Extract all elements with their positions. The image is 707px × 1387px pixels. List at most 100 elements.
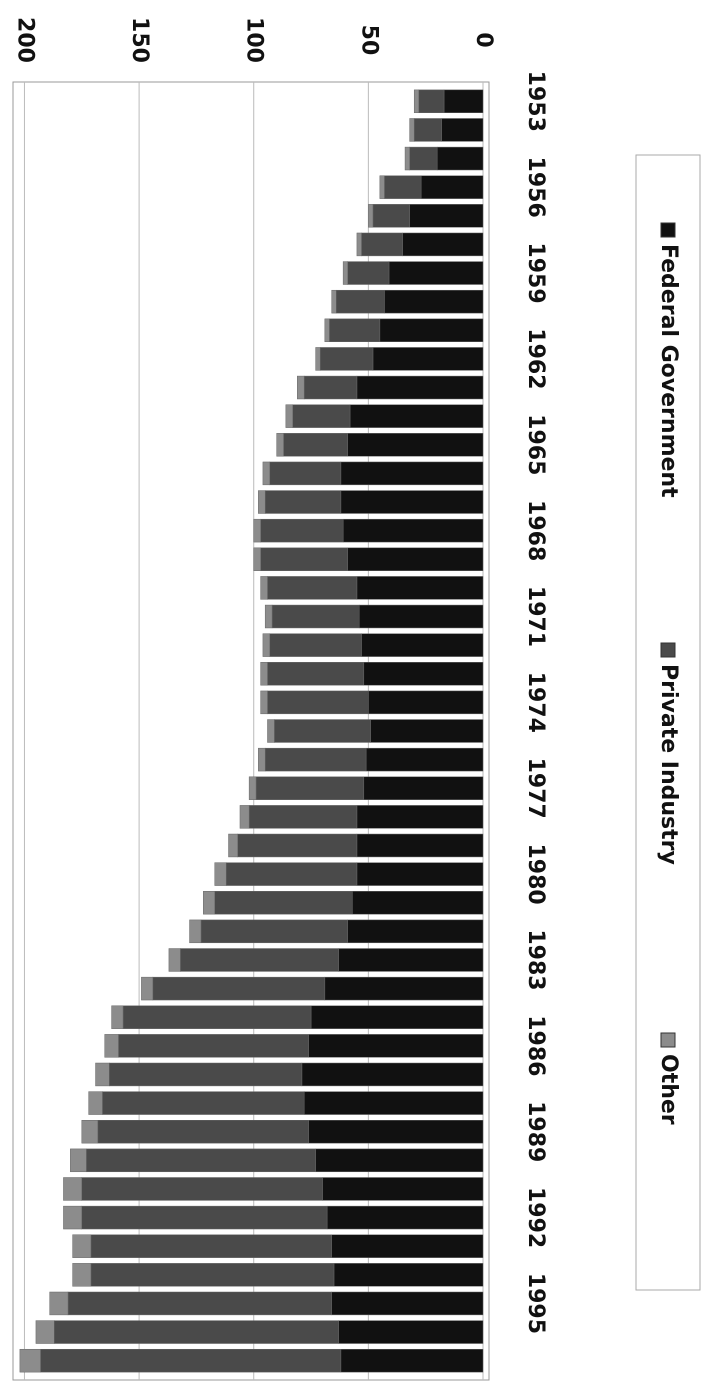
bar-segment — [81, 1205, 328, 1230]
bar-segment — [409, 204, 484, 228]
bar-segment — [342, 518, 484, 543]
bar-segment — [239, 805, 250, 829]
bar-segment — [441, 118, 484, 142]
bar-segment — [331, 1291, 484, 1316]
bar-segment — [303, 1091, 484, 1115]
bar-segment — [319, 347, 374, 371]
bar-segment — [326, 1205, 484, 1230]
bar-segment — [413, 89, 420, 114]
bar-segment — [331, 289, 337, 314]
bar-segment — [90, 1263, 335, 1287]
bar-segment — [420, 175, 484, 199]
bar-segment — [276, 433, 284, 457]
bar-segment — [443, 89, 484, 114]
bar-segment — [264, 747, 367, 772]
bar-segment — [214, 862, 227, 886]
bar-segment — [274, 719, 371, 743]
bar-segment — [180, 948, 339, 972]
bar-segment — [271, 604, 360, 629]
bar-segment — [340, 1348, 484, 1373]
bar-segment — [152, 976, 326, 1001]
bar-segment — [63, 1205, 83, 1230]
legend-box — [635, 154, 701, 1291]
bar-segment — [258, 490, 266, 514]
bar-segment — [81, 1177, 323, 1201]
bar-segment — [356, 862, 484, 886]
bar-segment — [356, 805, 484, 829]
x-tick-label: 1977 — [523, 758, 548, 819]
bar-segment — [260, 690, 268, 715]
bar-segment — [260, 518, 344, 543]
bar-segment — [262, 633, 271, 657]
bar-segment — [324, 976, 484, 1001]
bar-segment — [264, 604, 273, 629]
bar-segment — [269, 461, 342, 486]
bar-segment — [409, 118, 415, 142]
bar-segment — [70, 1148, 87, 1173]
bar-segment — [141, 976, 154, 1001]
bar-segment — [402, 232, 484, 257]
bar-segment — [118, 1034, 310, 1058]
legend-swatch — [660, 1032, 676, 1048]
bar-segment — [203, 891, 216, 915]
bar-segment — [264, 490, 342, 514]
bar-segment — [40, 1348, 342, 1373]
bar-segment — [404, 146, 410, 171]
bar-segment — [228, 833, 238, 858]
bar-segment — [347, 547, 484, 571]
bar-segment — [356, 375, 484, 400]
bar-segment — [352, 891, 484, 915]
bar-segment — [267, 719, 275, 743]
bar-segment — [356, 576, 484, 600]
bar-segment — [253, 547, 261, 571]
bar-segment — [109, 1062, 303, 1087]
bar-segment — [368, 690, 484, 715]
bar-segment — [370, 719, 484, 743]
bar-segment — [72, 1234, 92, 1258]
x-tick-label: 1962 — [523, 328, 548, 389]
legend-swatch — [660, 642, 676, 658]
bar-segment — [363, 662, 484, 686]
bar-segment — [86, 1148, 316, 1173]
y-tick-label: 0 — [471, 32, 496, 47]
y-tick-label: 100 — [242, 17, 267, 63]
bar-segment — [102, 1091, 305, 1115]
bar-segment — [269, 633, 362, 657]
legend-label: Private Industry — [656, 664, 681, 865]
bar-segment — [214, 891, 353, 915]
bar-segment — [248, 805, 358, 829]
bar-segment — [260, 576, 268, 600]
bar-segment — [361, 232, 404, 257]
plot-frame — [12, 81, 490, 1381]
x-tick-label: 1980 — [523, 843, 548, 904]
bar-segment — [260, 662, 268, 686]
y-tick-label: 200 — [12, 17, 37, 63]
bar-segment — [368, 204, 374, 228]
y-tick-label: 150 — [127, 17, 152, 63]
bar-segment — [297, 375, 305, 400]
bar-segment — [388, 261, 484, 285]
legend-label: Federal Government — [656, 244, 681, 498]
bar-segment — [301, 1062, 484, 1087]
bar-segment — [49, 1291, 69, 1316]
bar-segment — [331, 1234, 484, 1258]
bar-segment — [267, 576, 358, 600]
bar-segment — [95, 1062, 110, 1087]
bar-segment — [72, 1263, 92, 1287]
bar-segment — [308, 1120, 484, 1144]
bar-segment — [310, 1005, 484, 1029]
bar-segment — [237, 833, 358, 858]
bar-segment — [349, 404, 484, 428]
bar-segment — [63, 1177, 83, 1201]
bar-segment — [54, 1320, 339, 1344]
x-tick-label: 1986 — [523, 1015, 548, 1076]
bar-segment — [358, 604, 484, 629]
bar-segment — [260, 547, 348, 571]
bar-segment — [356, 232, 362, 257]
x-tick-label: 1953 — [523, 71, 548, 132]
bar-segment — [283, 433, 348, 457]
bar-segment — [336, 289, 385, 314]
bar-segment — [19, 1348, 41, 1373]
bar-segment — [168, 948, 181, 972]
